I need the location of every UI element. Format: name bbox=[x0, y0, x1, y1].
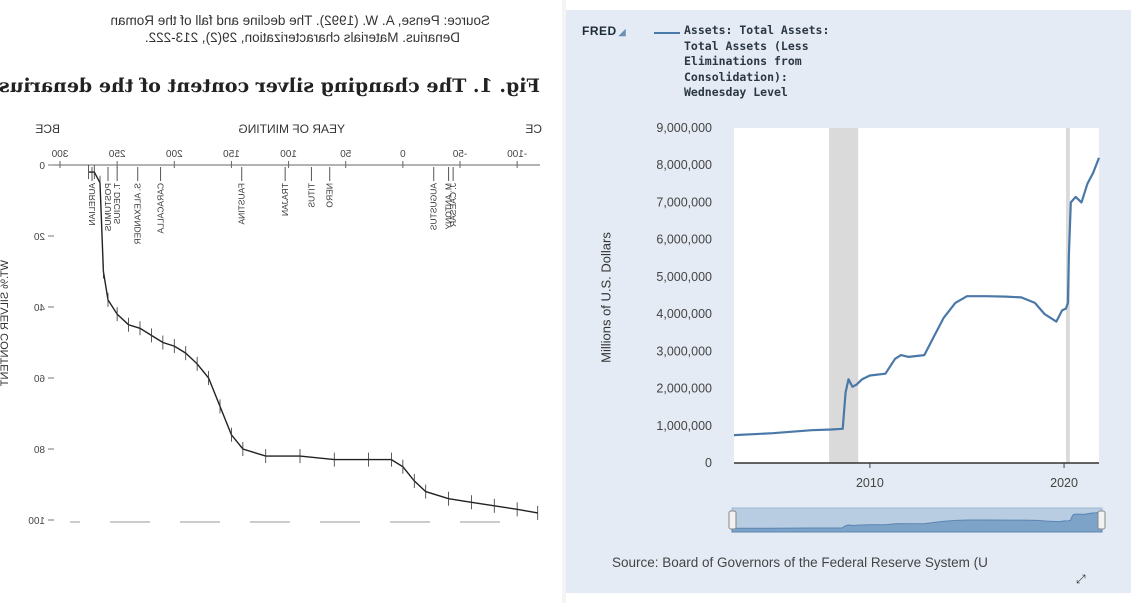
legend-line: Assets: Total Assets: bbox=[684, 23, 830, 37]
silver-content-line bbox=[88, 171, 538, 514]
emperor-label: AUGUSTUS bbox=[429, 183, 439, 231]
y-tick-label: 3,000,000 bbox=[656, 344, 712, 358]
emperor-label: AURELIAN bbox=[87, 183, 97, 226]
expand-icon[interactable]: ⤢ bbox=[1076, 572, 1086, 586]
total-assets-line bbox=[733, 157, 1101, 437]
legend-line: Eliminations from bbox=[684, 54, 802, 68]
x-tick-label: 2020 bbox=[1050, 476, 1078, 490]
date-range-slider[interactable] bbox=[728, 507, 1106, 533]
x-tick-label: 200 bbox=[166, 149, 183, 160]
x-tick-label: 250 bbox=[108, 149, 125, 160]
y-tick-label: 1,000,000 bbox=[656, 419, 712, 433]
y-tick-label: 9,000,000 bbox=[656, 121, 712, 135]
emperor-label: POSTUMUS bbox=[103, 183, 113, 232]
emperor-label: NERO bbox=[325, 183, 335, 208]
emperor-label: J. CAESAR bbox=[448, 183, 458, 227]
x-tick-label: 2010 bbox=[856, 476, 884, 490]
y-tick-label: 80 bbox=[33, 445, 45, 456]
emperor-label: T. DECIUS bbox=[112, 183, 122, 224]
mirrored-scan: Source: Pense, A. W. (1992). The decline… bbox=[0, 0, 560, 603]
denarius-figure-panel: Source: Pense, A. W. (1992). The decline… bbox=[0, 0, 560, 603]
fred-logo-text: FRED bbox=[582, 24, 617, 38]
y-tick-label: 60 bbox=[33, 374, 45, 385]
bce-label: BCE bbox=[35, 122, 60, 136]
y-tick-label: 0 bbox=[39, 161, 45, 172]
fred-chart-panel: FRED ◢ Assets: Total Assets: Total Assets… bbox=[566, 10, 1131, 593]
source-line-2: Denarius. Materials characterization, 29… bbox=[145, 30, 460, 45]
x-tick-label: 100 bbox=[280, 149, 297, 160]
emperor-label: TRAJAN bbox=[280, 183, 290, 216]
top-axis-label: YEAR OF MINTING bbox=[238, 122, 345, 136]
source-line-1: Source: Pense, A. W. (1992). The decline… bbox=[111, 13, 490, 28]
plot-background bbox=[734, 128, 1099, 463]
y-tick-label: 5,000,000 bbox=[656, 270, 712, 284]
x-tick-label: 150 bbox=[223, 149, 240, 160]
fred-plot-area: 0 1,000,000 2,000,000 3,000,000 4,000,000 5,0… bbox=[656, 121, 1101, 490]
y-tick-label: 4,000,000 bbox=[656, 307, 712, 321]
emperor-label: CARACALLA bbox=[156, 183, 166, 234]
x-tick-label: -50 bbox=[452, 149, 467, 160]
scan-plot-area: -100 -50 0 50 100 150 200 250 300 0 20 40 60 80 100 M. … bbox=[28, 149, 540, 527]
y-tick-label: 8,000,000 bbox=[656, 158, 712, 172]
source-note: Source: Board of Governors of the Federa… bbox=[612, 555, 988, 570]
y-tick-label: 6,000,000 bbox=[656, 233, 712, 247]
x-tick-label: 0 bbox=[400, 149, 406, 160]
legend-line: Wednesday Level bbox=[684, 85, 788, 99]
emperor-label: S. ALEXANDER bbox=[133, 183, 143, 244]
denarius-figure: Source: Pense, A. W. (1992). The decline… bbox=[0, 13, 542, 527]
slider-preview-area bbox=[731, 511, 1103, 533]
y-tick-label: 20 bbox=[33, 232, 45, 243]
fred-chart: 0 1,000,000 2,000,000 3,000,000 4,000,000 5,0… bbox=[656, 121, 1106, 533]
legend-entry[interactable]: Assets: Total Assets: Total Assets (Less… bbox=[684, 23, 884, 101]
y-tick-label: 40 bbox=[33, 303, 45, 314]
x-tick-label: 50 bbox=[340, 149, 352, 160]
figure-title: Fig. 1. The changing silver content of t… bbox=[0, 75, 540, 97]
y-tick-label: 0 bbox=[705, 456, 712, 470]
y-tick-label: 7,000,000 bbox=[656, 195, 712, 209]
ce-label: CE bbox=[525, 122, 542, 136]
legend-line: Total Assets (Less bbox=[684, 38, 809, 53]
y-axis-label: WT.% SILVER CONTENT bbox=[0, 260, 11, 387]
x-tick-label: -100 bbox=[507, 149, 527, 160]
legend-line-swatch bbox=[654, 32, 680, 34]
panel-divider bbox=[562, 0, 566, 603]
legend-line: Consolidation): bbox=[684, 69, 788, 84]
fred-logo[interactable]: FRED ◢ bbox=[582, 24, 626, 38]
y-tick-label: 2,000,000 bbox=[656, 382, 712, 396]
emperor-label: FAUSTINA bbox=[237, 183, 247, 225]
emperor-label: M. ANTONY bbox=[444, 183, 454, 230]
y-tick-label: 100 bbox=[28, 516, 45, 527]
emperor-label: TITUS bbox=[306, 183, 316, 208]
slider-handle-left[interactable] bbox=[728, 510, 737, 530]
fred-logo-mark-icon: ◢ bbox=[618, 27, 627, 37]
slider-handle-right[interactable] bbox=[1097, 510, 1106, 530]
x-tick-label: 300 bbox=[51, 149, 68, 160]
